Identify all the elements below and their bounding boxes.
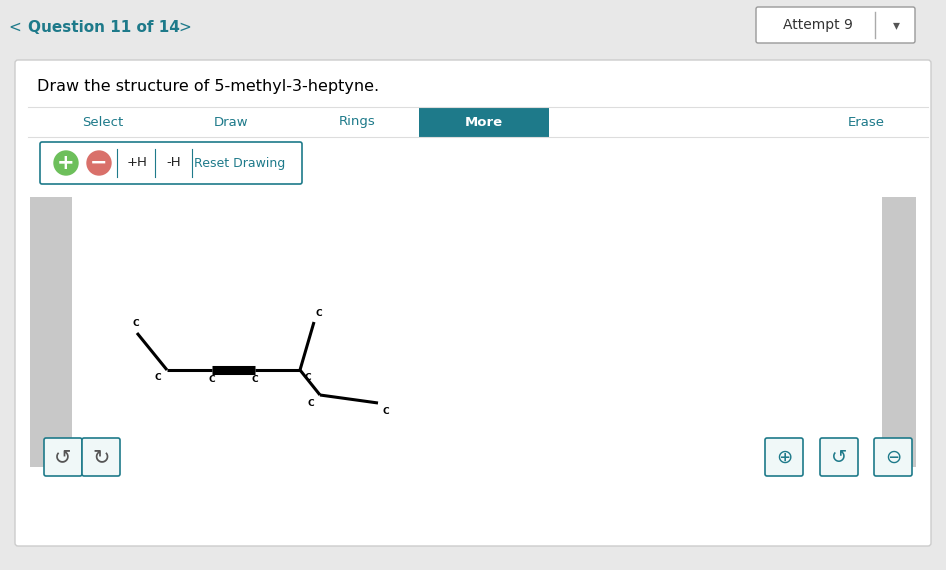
- Text: -H: -H: [166, 157, 182, 169]
- FancyBboxPatch shape: [40, 142, 302, 184]
- FancyBboxPatch shape: [874, 438, 912, 476]
- Text: ↺: ↺: [54, 447, 72, 467]
- Text: Question 11 of 14: Question 11 of 14: [28, 19, 180, 35]
- Text: ⊖: ⊖: [885, 447, 902, 466]
- Text: C: C: [316, 308, 323, 317]
- Bar: [0, 0, 946, 55]
- Text: +: +: [57, 153, 75, 173]
- Text: More: More: [464, 116, 503, 128]
- Text: <: <: [8, 19, 21, 35]
- FancyBboxPatch shape: [44, 438, 82, 476]
- Text: C: C: [383, 406, 390, 416]
- Text: ⊕: ⊕: [776, 447, 792, 466]
- Text: Rings: Rings: [339, 116, 376, 128]
- Text: Reset Drawing: Reset Drawing: [194, 157, 286, 169]
- FancyBboxPatch shape: [765, 438, 803, 476]
- FancyBboxPatch shape: [756, 7, 915, 43]
- Text: Attempt 9: Attempt 9: [783, 18, 853, 32]
- Text: −: −: [90, 153, 108, 173]
- Text: Erase: Erase: [848, 116, 885, 128]
- Text: C: C: [132, 320, 139, 328]
- Bar: [30, 197, 72, 467]
- Text: >: >: [178, 19, 191, 35]
- Text: ▾: ▾: [892, 18, 900, 32]
- Text: C: C: [155, 373, 162, 382]
- Text: C: C: [305, 373, 311, 382]
- Text: C: C: [252, 374, 258, 384]
- Circle shape: [54, 151, 78, 175]
- FancyBboxPatch shape: [82, 438, 120, 476]
- Text: Select: Select: [82, 116, 124, 128]
- Text: Draw: Draw: [214, 116, 248, 128]
- FancyBboxPatch shape: [15, 60, 931, 546]
- Text: ↻: ↻: [93, 447, 110, 467]
- Text: C: C: [307, 398, 314, 408]
- Bar: [419, 107, 549, 137]
- FancyBboxPatch shape: [820, 438, 858, 476]
- Bar: [72, 197, 882, 467]
- Text: Draw the structure of 5-methyl-3-heptyne.: Draw the structure of 5-methyl-3-heptyne…: [37, 79, 379, 95]
- Bar: [882, 197, 916, 467]
- Text: ↺: ↺: [831, 447, 848, 466]
- Text: C: C: [209, 374, 216, 384]
- Text: +H: +H: [127, 157, 148, 169]
- Circle shape: [87, 151, 111, 175]
